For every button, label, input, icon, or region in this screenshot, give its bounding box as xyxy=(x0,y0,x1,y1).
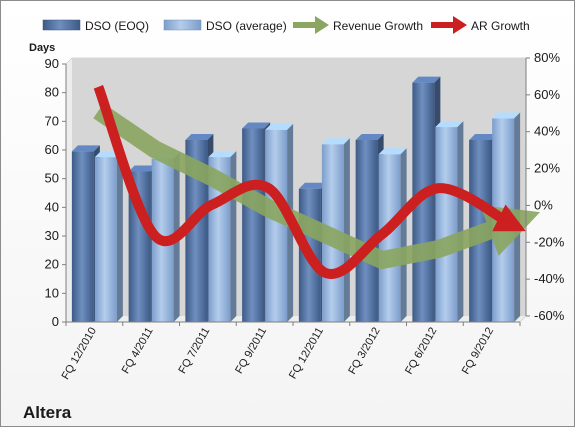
y-tick-label: 80 xyxy=(45,85,59,100)
x-tick-label: FQ 6/2012 xyxy=(403,326,439,377)
legend-swatch xyxy=(42,19,81,31)
y2-tick-label: -40% xyxy=(534,271,565,286)
legend-label: Revenue Growth xyxy=(333,19,423,33)
x-tick-label: FQ 7/2011 xyxy=(176,326,212,376)
legend-label: AR Growth xyxy=(471,19,530,33)
y-tick-label: 10 xyxy=(45,285,59,300)
company-name: Altera xyxy=(23,403,72,422)
y-axis-label: Days xyxy=(29,42,55,54)
y-axis-right: -60% -40% -20% 0% 20% 40% 60% 80% xyxy=(525,50,565,323)
y2-tick-label: 40% xyxy=(534,124,560,139)
x-tick-label: FQ 9/2011 xyxy=(233,326,269,376)
legend-item: AR Growth xyxy=(431,16,530,34)
legend-arrow-head xyxy=(453,16,467,34)
y2-tick-label: -60% xyxy=(534,308,565,323)
bar-dso-average xyxy=(94,151,123,322)
x-tick-label: FQ 4/2011 xyxy=(120,326,156,376)
legend: DSO (EOQ) DSO (average) Revenue Growth AR G… xyxy=(42,16,530,34)
bar-dso-average xyxy=(378,148,407,322)
legend-item: DSO (EOQ) xyxy=(42,19,149,33)
y-tick-label: 40 xyxy=(45,199,59,214)
y-tick-label: 0 xyxy=(52,314,59,329)
y-tick-label: 60 xyxy=(45,142,59,157)
x-tick-label: FQ 12/2010 xyxy=(60,326,99,382)
y2-tick-label: 80% xyxy=(534,50,560,65)
y-axis-left: 0 10 20 30 40 50 60 70 80 90 xyxy=(45,56,67,329)
legend-label: DSO (EOQ) xyxy=(85,19,149,33)
bar-dso-average xyxy=(265,123,294,322)
x-tick-label: FQ 3/2012 xyxy=(346,326,382,377)
x-tick-label: FQ 12/2011 xyxy=(287,326,326,382)
y2-tick-label: -20% xyxy=(534,234,565,249)
legend-item: DSO (average) xyxy=(163,19,287,33)
legend-swatch xyxy=(163,19,202,31)
lines-layer xyxy=(93,85,541,280)
legend-label: DSO (average) xyxy=(206,19,287,33)
line-ar-growth xyxy=(93,85,526,280)
y-tick-label: 90 xyxy=(45,56,59,71)
y2-tick-label: 60% xyxy=(534,87,560,102)
y-tick-label: 30 xyxy=(45,228,59,243)
bar-dso-average xyxy=(435,121,464,322)
y-tick-label: 50 xyxy=(45,171,59,186)
x-tick-label: FQ 9/2012 xyxy=(460,326,496,377)
y-tick-label: 70 xyxy=(45,113,59,128)
y-tick-label: 20 xyxy=(45,257,59,272)
plot-area xyxy=(65,57,541,323)
y2-tick-label: 0% xyxy=(534,197,553,212)
legend-arrow-head xyxy=(315,16,329,34)
legend-item: Revenue Growth xyxy=(293,16,423,34)
x-axis: FQ 12/2010 FQ 4/2011 FQ 7/2011 FQ 9/2011 FQ … xyxy=(60,321,521,382)
y2-tick-label: 20% xyxy=(534,161,560,176)
